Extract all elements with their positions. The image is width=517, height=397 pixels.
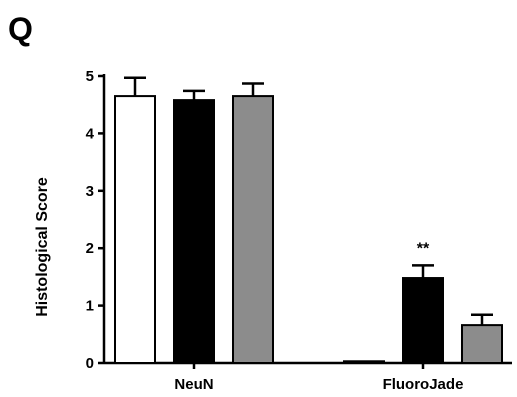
y-axis-label: Histological Score <box>34 177 51 317</box>
plot-area: 0 1 2 3 4 5 NeuN FluoroJade ** <box>86 68 512 393</box>
panel-letter: Q <box>8 11 33 47</box>
significance-marker: ** <box>417 240 430 257</box>
y-tick-label: 1 <box>86 298 94 315</box>
y-tick-label: 0 <box>86 355 94 372</box>
bar <box>232 95 274 364</box>
bar <box>173 99 215 364</box>
bar <box>461 324 503 364</box>
x-category-label: FluoroJade <box>383 376 464 393</box>
x-category-label: NeuN <box>174 376 213 393</box>
bar <box>402 277 444 365</box>
y-tick-label: 5 <box>86 68 94 85</box>
y-tick-label: 4 <box>86 125 95 142</box>
bar <box>343 360 385 365</box>
y-tick-label: 2 <box>86 240 94 257</box>
bar <box>114 95 156 364</box>
y-tick-label: 3 <box>86 183 94 200</box>
